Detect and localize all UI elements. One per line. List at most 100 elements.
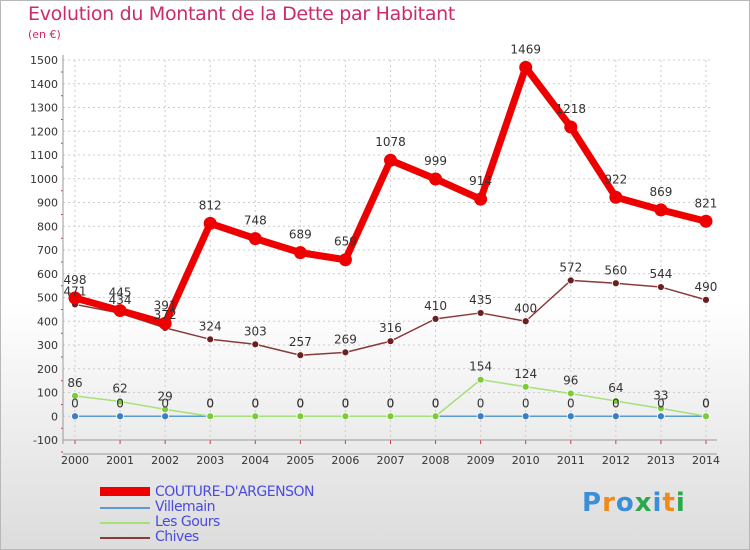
y-tick-label: 900 [37, 197, 58, 210]
data-point [476, 375, 485, 384]
y-tick-label: 0 [51, 410, 58, 423]
data-point [161, 412, 170, 421]
data-label: 0 [477, 396, 485, 410]
x-tick-label: 2010 [512, 454, 540, 467]
data-label: 0 [567, 396, 575, 410]
logo-letter: x [634, 488, 653, 518]
data-point [611, 397, 620, 405]
data-label: 498 [64, 273, 87, 287]
x-tick-label: 2000 [61, 454, 89, 467]
data-point [338, 253, 352, 267]
data-label: 0 [71, 396, 79, 410]
data-point [251, 412, 260, 421]
data-label: 445 [109, 286, 132, 300]
data-point [702, 412, 710, 421]
x-tick-label: 2006 [331, 454, 359, 467]
data-label: 316 [379, 321, 402, 335]
data-point [611, 279, 620, 288]
y-tick-label: 200 [37, 363, 58, 376]
data-point [654, 203, 668, 217]
data-label: 391 [154, 298, 177, 312]
unit-label: (en €) [28, 28, 61, 41]
data-point [161, 405, 170, 414]
legend-swatch [100, 537, 150, 539]
x-tick-label: 2012 [602, 454, 630, 467]
x-tick-label: 2003 [196, 454, 224, 467]
y-tick-label: 500 [37, 292, 58, 305]
data-point [657, 404, 665, 413]
data-point [521, 317, 530, 326]
proxiti-logo: Proxiti [582, 488, 686, 518]
data-label: 869 [649, 185, 672, 199]
data-point [657, 412, 665, 421]
data-point [521, 382, 530, 391]
logo-letter: i [652, 488, 663, 518]
data-point [611, 412, 620, 421]
legend-label: Les Gours [155, 514, 220, 530]
y-tick-label: 100 [37, 387, 58, 400]
data-label: 0 [702, 396, 710, 410]
data-label: 0 [432, 396, 440, 410]
data-point [521, 412, 530, 421]
data-point [71, 412, 79, 421]
legend-swatch [100, 487, 150, 496]
data-label: 999 [424, 154, 447, 168]
data-point [566, 412, 575, 421]
data-label: 400 [514, 301, 537, 315]
data-label: 0 [206, 396, 214, 410]
data-label: 812 [199, 198, 222, 212]
data-label: 0 [657, 396, 665, 410]
data-point [251, 340, 260, 349]
data-label: 1078 [375, 135, 406, 149]
data-label: 748 [244, 214, 267, 228]
data-label: 0 [251, 396, 259, 410]
legend-swatch [100, 522, 150, 524]
data-label: 124 [514, 367, 537, 381]
data-point [116, 397, 124, 406]
y-tick-label: 300 [37, 339, 58, 352]
data-label: 410 [424, 299, 447, 313]
data-label: 372 [154, 308, 177, 322]
data-label: 914 [469, 174, 492, 188]
y-tick-label: 400 [37, 315, 58, 328]
data-label: 0 [432, 396, 440, 410]
chart-title: Evolution du Montant de la Dette par Hab… [28, 3, 456, 25]
data-label: 544 [649, 267, 672, 281]
data-point [431, 412, 440, 421]
data-point [566, 276, 575, 285]
y-tick-label: 1200 [30, 125, 58, 138]
x-tick-label: 2001 [106, 454, 134, 467]
data-point [341, 348, 350, 357]
data-point [206, 335, 215, 344]
y-tick-label: 1400 [30, 78, 58, 91]
y-tick-label: 1500 [30, 54, 58, 67]
data-point [476, 412, 485, 421]
data-label: 0 [342, 396, 350, 410]
logo-letter: r [602, 488, 616, 518]
data-label: 154 [469, 360, 492, 374]
data-label: 659 [334, 235, 357, 249]
data-label: 0 [387, 396, 395, 410]
data-label: 29 [157, 389, 172, 403]
data-label: 0 [297, 396, 305, 410]
data-label: 1218 [555, 102, 586, 116]
data-point [519, 60, 533, 74]
data-label: 0 [342, 396, 350, 410]
data-label: 96 [563, 373, 578, 387]
data-label: 1469 [510, 42, 541, 56]
data-label: 64 [608, 381, 623, 395]
legend-label: Villemain [155, 499, 216, 515]
data-label: 490 [695, 280, 718, 294]
y-tick-label: 700 [37, 244, 58, 257]
data-label: 303 [244, 324, 267, 338]
data-label: 0 [251, 396, 259, 410]
data-point [566, 389, 575, 398]
x-tick-label: 2002 [151, 454, 179, 467]
y-tick-label: 600 [37, 268, 58, 281]
data-label: 471 [64, 284, 87, 298]
data-point [203, 216, 217, 230]
data-label: 33 [653, 388, 668, 402]
data-label: 0 [387, 396, 395, 410]
